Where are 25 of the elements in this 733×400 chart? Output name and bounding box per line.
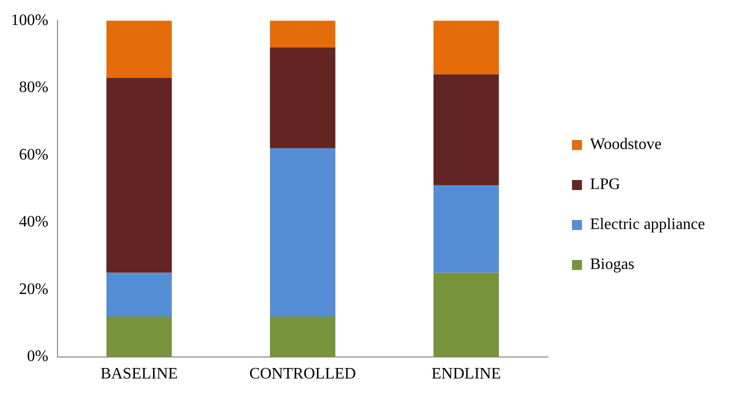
bar	[106, 272, 172, 316]
bar	[106, 316, 172, 357]
bar	[433, 185, 499, 273]
bar	[270, 316, 336, 357]
y-tick-label: 60%	[19, 146, 48, 164]
legend-label: Electric appliance	[590, 216, 706, 234]
bar	[270, 20, 336, 48]
x-tick-label: BASELINE	[100, 366, 178, 383]
bar	[106, 20, 172, 78]
legend-label: LPG	[590, 176, 621, 194]
bar	[270, 148, 336, 316]
y-tick-label: 0%	[27, 348, 48, 366]
x-tick-label: CONTROLLED	[249, 366, 356, 383]
y-tick-label: 100%	[11, 12, 48, 29]
legend-label: Biogas	[590, 256, 634, 274]
bar	[270, 47, 336, 148]
legend-label: Woodstove	[590, 136, 662, 154]
y-tick-label: 80%	[19, 79, 48, 96]
y-tick-label: 40%	[19, 214, 48, 231]
bar	[433, 272, 499, 357]
y-tick-label: 20%	[19, 280, 48, 298]
bar	[106, 78, 172, 273]
bar	[433, 74, 499, 186]
bar	[433, 20, 499, 74]
x-tick-label: ENDLINE	[432, 366, 501, 383]
